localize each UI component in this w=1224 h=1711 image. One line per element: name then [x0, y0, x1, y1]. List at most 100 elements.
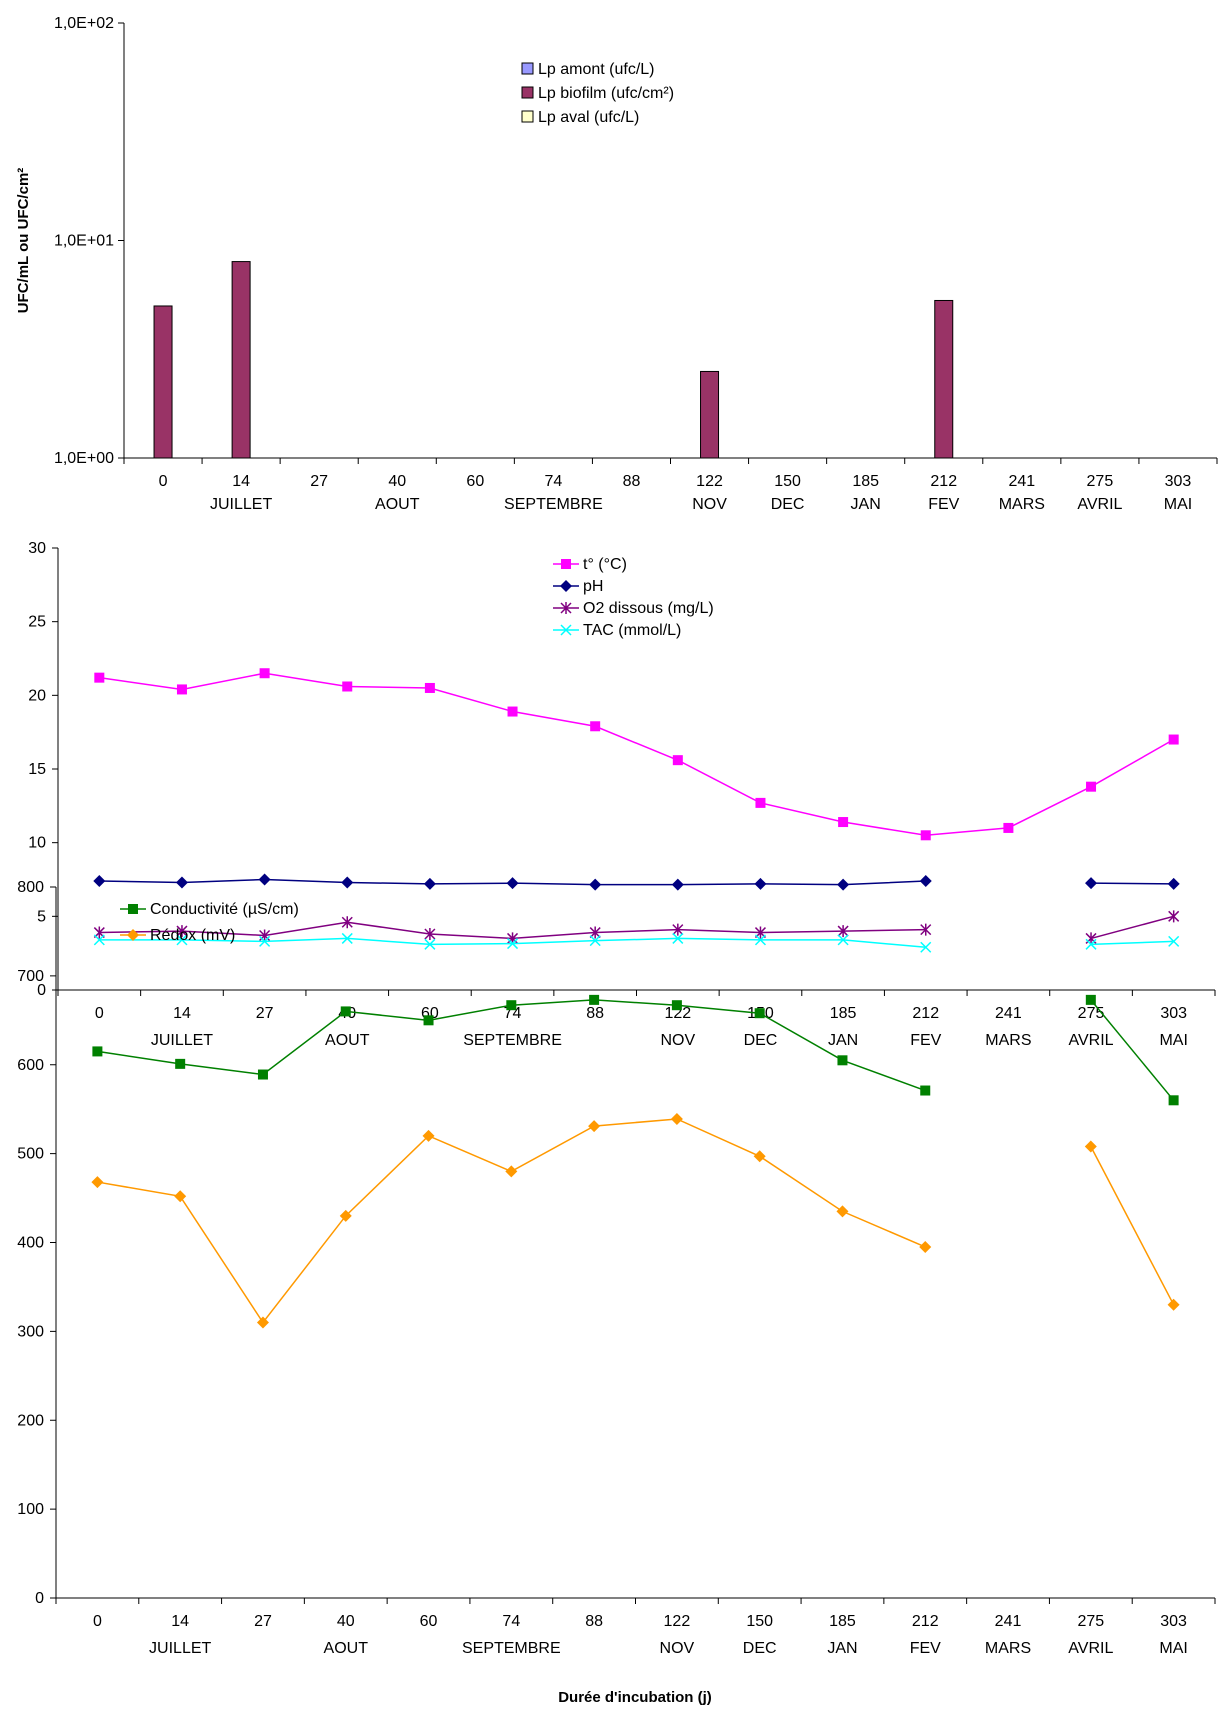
x-month-label: DEC	[771, 496, 805, 513]
series-line	[97, 1118, 926, 1324]
marker-diamond	[91, 1176, 104, 1189]
x-month-label: SEPTEMBRE	[463, 1032, 562, 1049]
x-axis-1: 0 14 JUILLET 27 40 AOUT 60 74 SEPTEMBRE 88 122 NOV 1…	[123, 457, 1218, 513]
x-month-label: MARS	[985, 1032, 1031, 1049]
marker-square	[423, 1015, 434, 1026]
x-month-label: JAN	[828, 1032, 858, 1049]
series-3: TAC (mmol/L)	[93, 622, 1180, 953]
y-tick-label: 400	[17, 1235, 44, 1252]
y-tick-label: 30	[28, 540, 46, 557]
series-line	[1091, 882, 1174, 885]
x-tick-label: 27	[310, 473, 328, 490]
y-tick-label: 300	[17, 1323, 44, 1340]
x-tick-label: 122	[664, 1613, 691, 1630]
legend-label: TAC (mmol/L)	[583, 622, 681, 639]
chart-1-lp: 1,0E+00 1,0E+01 1,0E+02 UFC/mL ou UFC/cm² Lp…	[15, 15, 954, 467]
x-month-label: MAI	[1164, 496, 1192, 513]
marker-x	[176, 934, 188, 946]
marker-star	[837, 925, 849, 938]
x-tick-label: 74	[544, 473, 562, 490]
x-month-label: NOV	[660, 1640, 695, 1657]
series-line	[1090, 1146, 1175, 1306]
y-tick-label: 600	[17, 1057, 44, 1074]
legend-label: O2 dissous (mg/L)	[583, 600, 714, 617]
marker-x	[837, 934, 849, 946]
marker-x	[93, 934, 105, 946]
x-tick-label: 275	[1087, 473, 1114, 490]
marker-diamond	[754, 877, 767, 890]
legend-swatch	[521, 110, 534, 123]
marker-square	[754, 1008, 765, 1019]
y-tick-label: 1,0E+01	[54, 233, 114, 250]
marker-diamond	[837, 878, 850, 891]
x-tick-label: 212	[912, 1613, 939, 1630]
y-tick-label: 15	[28, 761, 46, 778]
bar-biofilm	[153, 305, 173, 459]
legend-swatch	[521, 62, 534, 75]
marker-diamond	[836, 1205, 849, 1218]
x-month-label: DEC	[743, 1640, 777, 1657]
marker-star	[589, 926, 601, 939]
series-1: Rédox (mV)	[91, 927, 1180, 1329]
x-month-label: DEC	[744, 1032, 778, 1049]
x-tick-label: 212	[912, 1005, 939, 1022]
x-month-label: AVRIL	[1068, 1640, 1113, 1657]
x-tick-label: 122	[664, 1005, 691, 1022]
legend-label: pH	[583, 578, 603, 595]
y-tick-label: 25	[28, 614, 46, 631]
marker-diamond	[93, 874, 106, 887]
x-tick-label: 14	[171, 1613, 189, 1630]
marker-square	[838, 817, 849, 828]
x-tick-label: 150	[746, 1613, 773, 1630]
series-line	[99, 672, 1175, 837]
legend-label: Lp amont (ufc/L)	[538, 61, 655, 78]
x-tick-label: 40	[337, 1613, 355, 1630]
marker-x	[507, 938, 519, 950]
marker-diamond	[588, 1120, 601, 1133]
x-month-label: MARS	[985, 1640, 1031, 1657]
marker-diamond	[127, 929, 139, 941]
marker-square	[671, 1000, 682, 1011]
series-line	[1090, 999, 1175, 1101]
marker-diamond	[505, 1165, 518, 1178]
marker-x	[920, 941, 932, 953]
x-tick-label: 150	[774, 473, 801, 490]
marker-star	[507, 932, 519, 945]
marker-square	[175, 1058, 186, 1069]
marker-square	[755, 797, 766, 808]
legend-label: t° (°C)	[583, 556, 627, 573]
marker-star	[424, 928, 436, 941]
x-month-label: MAI	[1159, 1032, 1187, 1049]
x-tick-label: 303	[1160, 1005, 1187, 1022]
marker-diamond	[589, 878, 602, 891]
marker-square	[507, 706, 518, 717]
x-tick-label: 185	[829, 1613, 856, 1630]
x-month-label: AOUT	[375, 496, 420, 513]
y-tick-label: 5	[37, 908, 46, 925]
series-line	[1090, 915, 1174, 940]
x-tick-label: 275	[1077, 1613, 1104, 1630]
marker-star	[560, 602, 572, 614]
x-tick-label: 212	[930, 473, 957, 490]
x-month-label: JAN	[851, 496, 881, 513]
marker-diamond	[175, 876, 188, 889]
x-tick-label: 27	[256, 1005, 274, 1022]
marker-x	[754, 934, 766, 946]
series-1: pH	[93, 578, 1180, 891]
marker-square	[128, 904, 138, 914]
x-month-label: JUILLET	[210, 496, 272, 513]
legend-label: Conductivité (µS/cm)	[150, 901, 299, 918]
bar-biofilm	[231, 261, 251, 459]
marker-square	[1085, 994, 1096, 1005]
marker-diamond	[256, 1316, 269, 1329]
marker-diamond	[560, 580, 572, 592]
bar-biofilm	[700, 370, 720, 459]
legend: Lp amont (ufc/L) Lp biofilm (ufc/cm²) Lp a…	[521, 61, 674, 126]
x-tick-label: 185	[830, 1005, 857, 1022]
x-tick-label: 14	[173, 1005, 191, 1022]
marker-star	[176, 925, 188, 938]
marker-x	[1085, 938, 1097, 950]
marker-star	[1168, 910, 1180, 923]
x-tick-label: 303	[1165, 473, 1192, 490]
